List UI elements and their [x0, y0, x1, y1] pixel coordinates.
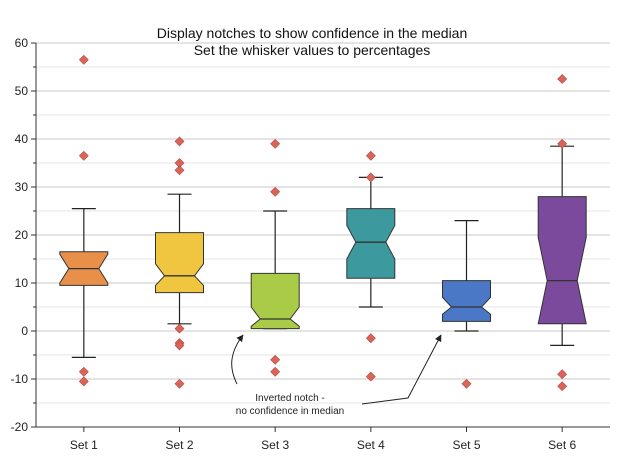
- y-tick-label: 0: [21, 324, 28, 338]
- outlier-point: [557, 369, 568, 380]
- outlier-point: [78, 150, 89, 161]
- box-body: [155, 232, 204, 294]
- box-2: [155, 193, 204, 325]
- box-4: [346, 176, 396, 308]
- annotation-arrow-1: [231, 334, 244, 385]
- box-body: [442, 280, 491, 322]
- outlier-point: [78, 376, 89, 387]
- y-tick-label: 60: [15, 36, 29, 50]
- box-6: [537, 145, 587, 346]
- annotation-arrow-2: [361, 334, 442, 405]
- box-body: [537, 196, 587, 325]
- boxes: [59, 145, 587, 358]
- y-tick-label: -10: [11, 372, 29, 386]
- outlier-point: [78, 366, 89, 377]
- gridlines: [36, 42, 610, 428]
- x-tick-label: Set 6: [548, 438, 576, 452]
- annotation-line-2: no confidence in median: [236, 406, 344, 417]
- outlier-point: [174, 378, 185, 389]
- x-tick-label: Set 4: [357, 438, 385, 452]
- annotation-line-1: Inverted notch -: [255, 393, 324, 404]
- outlier-point: [557, 74, 568, 84]
- y-tick-label: 10: [15, 276, 29, 290]
- axes: -20 -10 0 10 20 30 40 50 60 Set 1 Set 2 Set 3 Set 4 S…: [11, 36, 610, 452]
- box-body: [250, 272, 300, 330]
- outlier-point: [174, 323, 185, 334]
- box-5: [442, 220, 491, 332]
- outlier-point: [270, 366, 281, 377]
- outlier-point: [557, 138, 568, 149]
- annotation: Inverted notch - no confidence in median: [231, 334, 442, 417]
- outlier-point: [365, 333, 376, 344]
- box-1: [59, 208, 109, 358]
- outlier-point: [174, 165, 185, 176]
- outlier-point: [270, 138, 281, 149]
- x-tick-label: Set 2: [165, 438, 193, 452]
- outlier-point: [365, 150, 376, 161]
- box-3: [250, 210, 300, 330]
- box-body: [346, 208, 396, 279]
- y-tick-label: 40: [15, 132, 29, 146]
- x-tick-label: Set 3: [261, 438, 289, 452]
- y-tick-label: 30: [15, 180, 29, 194]
- outlier-point: [270, 354, 281, 365]
- x-tick-label: Set 5: [452, 438, 480, 452]
- x-tick-label: Set 1: [70, 438, 98, 452]
- outlier-point: [461, 378, 472, 389]
- outlier-point: [78, 54, 89, 65]
- outlier-point: [365, 371, 376, 382]
- outlier-point: [365, 172, 376, 183]
- y-tick-label: 50: [15, 84, 29, 98]
- y-tick-label: -20: [11, 420, 29, 434]
- outlier-point: [557, 381, 568, 392]
- outlier-point: [174, 340, 185, 351]
- y-tick-label: 20: [15, 228, 29, 242]
- outlier-point: [270, 186, 281, 197]
- chart-title-line-1: Display notches to show confidence in th…: [157, 25, 468, 41]
- chart-title-line-2: Set the whisker values to percentages: [194, 42, 431, 58]
- outlier-point: [174, 136, 185, 147]
- outliers: [78, 54, 568, 392]
